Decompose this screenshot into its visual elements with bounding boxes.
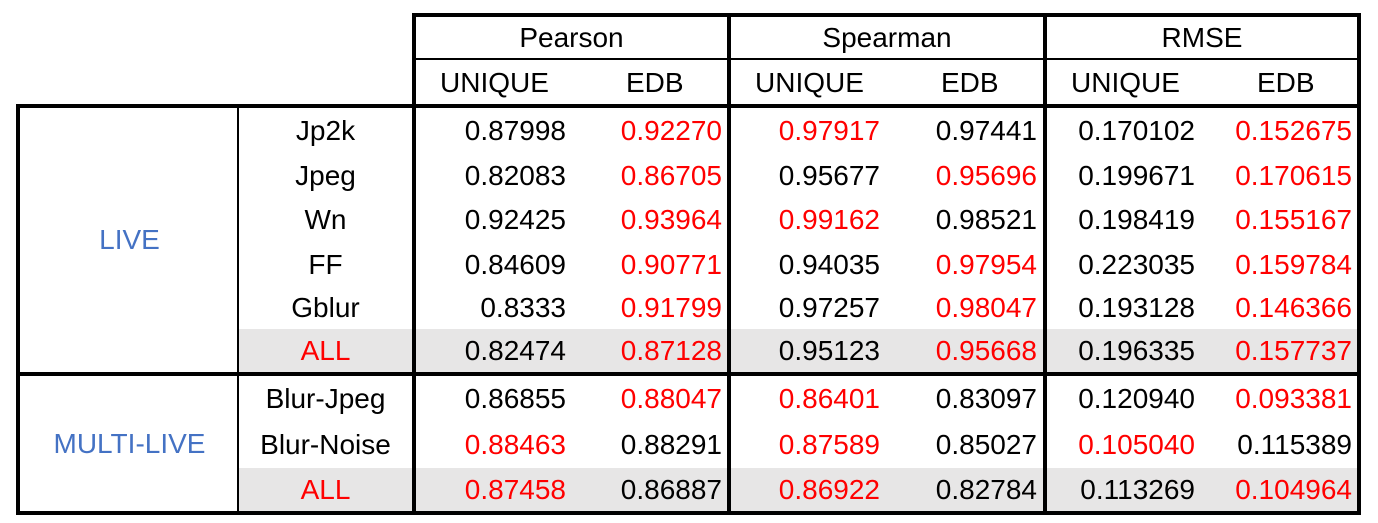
table-cell: 0.87458 <box>464 473 566 505</box>
row-label: Jpeg <box>295 159 356 191</box>
table-cell: 0.92425 <box>464 204 566 235</box>
table-cell: 0.155167 <box>1235 204 1352 235</box>
border <box>412 13 416 515</box>
table-cell: 0.82784 <box>935 473 1037 505</box>
table-cell: 0.152675 <box>1235 115 1352 146</box>
table-cell: 0.88047 <box>620 383 722 414</box>
table-cell: 0.88463 <box>464 429 566 460</box>
table-cell: 0.95696 <box>935 159 1037 191</box>
table-cell: 0.82083 <box>464 159 566 191</box>
table-cell: 0.98047 <box>935 291 1037 323</box>
table-cell: 0.98521 <box>935 204 1037 235</box>
table-cell: 0.94035 <box>778 248 880 280</box>
table-cell: 0.91799 <box>620 291 722 323</box>
table-cell: 0.82474 <box>464 334 566 366</box>
table-cell: 0.159784 <box>1235 248 1352 280</box>
subheader-edb: EDB <box>941 67 999 98</box>
row-label: Gblur <box>291 291 360 323</box>
table-cell: 0.86401 <box>778 383 880 414</box>
multilive-all-row-shade <box>239 468 1357 511</box>
table-cell: 0.92270 <box>620 115 722 146</box>
table-cell: 0.198419 <box>1078 204 1195 235</box>
table-cell: 0.120940 <box>1078 383 1195 414</box>
table-cell: 0.93964 <box>620 204 722 235</box>
subheader-edb: EDB <box>1257 67 1315 98</box>
border <box>1357 13 1361 515</box>
table-cell: 0.95668 <box>935 334 1037 366</box>
border <box>727 13 731 515</box>
live-all-row-shade <box>239 329 1357 372</box>
border <box>16 104 1361 108</box>
row-label: FF <box>308 248 343 280</box>
table-cell: 0.87128 <box>620 334 722 366</box>
header-rmse: RMSE <box>1161 21 1243 53</box>
border <box>1043 13 1047 515</box>
table-cell: 0.193128 <box>1078 291 1195 323</box>
table-cell: 0.99162 <box>778 204 880 235</box>
table-cell: 0.093381 <box>1235 383 1352 414</box>
table-cell: 0.8333 <box>480 291 566 323</box>
group-label-multi-live: MULTI-LIVE <box>53 427 206 459</box>
table-cell: 0.84609 <box>464 248 566 280</box>
header-spearman: Spearman <box>822 21 952 53</box>
table-cell: 0.85027 <box>935 429 1037 460</box>
border <box>237 104 239 515</box>
table-cell: 0.196335 <box>1078 334 1195 366</box>
table-cell: 0.199671 <box>1078 159 1195 191</box>
table-cell: 0.97917 <box>778 115 880 146</box>
table-cell: 0.95123 <box>778 334 880 366</box>
subheader-unique: UNIQUE <box>755 67 864 98</box>
table-cell: 0.88291 <box>620 429 722 460</box>
row-label: Blur-Noise <box>260 429 391 460</box>
table-cell: 0.97441 <box>935 115 1037 146</box>
border <box>16 104 20 515</box>
table-cell: 0.223035 <box>1078 248 1195 280</box>
subheader-unique: UNIQUE <box>1071 67 1180 98</box>
table-cell: 0.86855 <box>464 383 566 414</box>
table-cell: 0.97954 <box>935 248 1037 280</box>
row-label: Wn <box>304 204 347 235</box>
table-cell: 0.95677 <box>778 159 880 191</box>
table-cell: 0.90771 <box>620 248 722 280</box>
table-cell: 0.170615 <box>1235 159 1352 191</box>
border <box>16 372 1361 376</box>
table-cell: 0.104964 <box>1235 473 1352 505</box>
table-cell: 0.86887 <box>620 473 722 505</box>
table-cell: 0.83097 <box>935 383 1037 414</box>
table-cell: 0.170102 <box>1078 115 1195 146</box>
table-cell: 0.146366 <box>1235 291 1352 323</box>
row-label: Jp2k <box>295 115 356 146</box>
group-label-live: LIVE <box>99 224 160 255</box>
table-cell: 0.115389 <box>1237 429 1352 460</box>
header-pearson: Pearson <box>519 21 624 53</box>
border <box>16 511 1361 515</box>
table-cell: 0.113269 <box>1080 473 1195 505</box>
table-cell: 0.86922 <box>778 473 880 505</box>
table-cell: 0.97257 <box>778 291 880 323</box>
table-cell: 0.87589 <box>778 429 880 460</box>
row-label: ALL <box>300 473 351 505</box>
border <box>412 58 1361 60</box>
row-label: ALL <box>300 334 351 366</box>
table-cell: 0.105040 <box>1078 429 1195 460</box>
table-cell: 0.157737 <box>1235 334 1352 366</box>
subheader-edb: EDB <box>626 67 684 98</box>
table-cell: 0.87998 <box>464 115 566 146</box>
subheader-unique: UNIQUE <box>440 67 549 98</box>
row-label: Blur-Jpeg <box>265 383 386 414</box>
table-cell: 0.86705 <box>620 159 722 191</box>
border <box>412 13 1361 17</box>
